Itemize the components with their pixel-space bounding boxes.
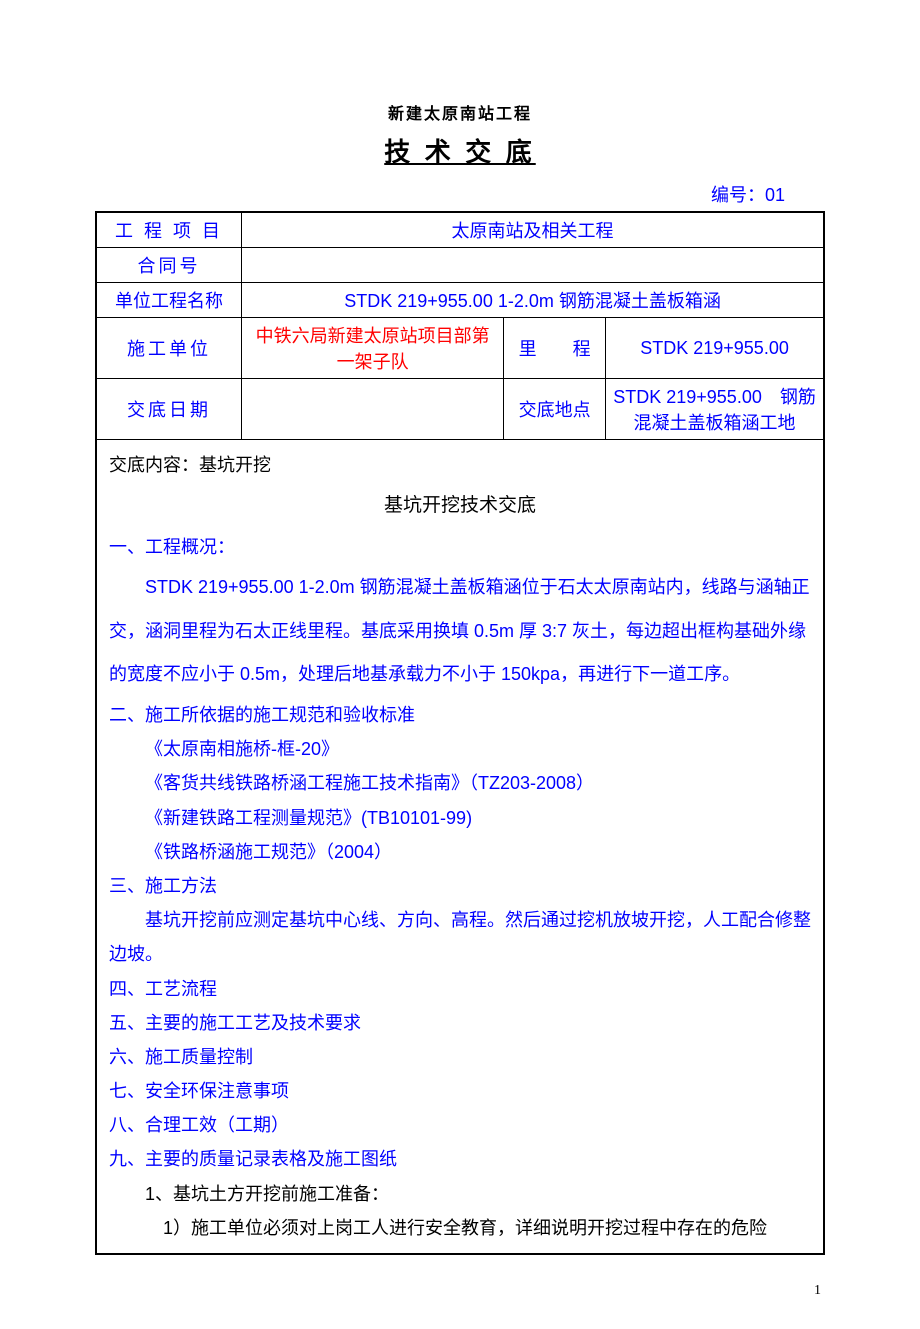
label-location: 交底地点 (504, 379, 606, 440)
section-3-title: 三、施工方法 (109, 869, 811, 903)
value-construction-unit: 中铁六局新建太原站项目部第一架子队 (242, 318, 504, 379)
section-9-title: 九、主要的质量记录表格及施工图纸 (109, 1142, 811, 1176)
info-table: 工 程 项 目 太原南站及相关工程 合同号 单位工程名称 STDK 219+95… (95, 211, 825, 1255)
document-title: 技 术 交 底 (95, 132, 825, 169)
value-project: 太原南站及相关工程 (242, 212, 824, 248)
value-mileage: STDK 219+955.00 (606, 318, 824, 379)
table-row: 交底日期 交底地点 STDK 219+955.00 钢筋混凝土盖板箱涵工地 (96, 379, 824, 440)
value-date (242, 379, 504, 440)
table-row: 施工单位 中铁六局新建太原站项目部第一架子队 里 程 STDK 219+955.… (96, 318, 824, 379)
content-topic: 交底内容：基坑开挖 (109, 448, 811, 482)
section-7-title: 七、安全环保注意事项 (109, 1074, 811, 1108)
section-1-title: 一、工程概况： (109, 530, 811, 564)
value-unit-project: STDK 219+955.00 1-2.0m 钢筋混凝土盖板箱涵 (242, 283, 824, 318)
section-2-item-1: 《太原南相施桥-框-20》 (109, 732, 811, 766)
section-6-title: 六、施工质量控制 (109, 1040, 811, 1074)
page-number: 1 (95, 1283, 825, 1299)
value-location: STDK 219+955.00 钢筋混凝土盖板箱涵工地 (606, 379, 824, 440)
section-5-title: 五、主要的施工工艺及技术要求 (109, 1006, 811, 1040)
section-8-title: 八、合理工效（工期） (109, 1108, 811, 1142)
label-construction-unit: 施工单位 (96, 318, 242, 379)
document-number: 编号：01 (95, 181, 825, 207)
label-contract: 合同号 (96, 248, 242, 283)
label-unit-project: 单位工程名称 (96, 283, 242, 318)
table-row-content: 交底内容：基坑开挖 基坑开挖技术交底 一、工程概况： STDK 219+955.… (96, 440, 824, 1255)
value-contract (242, 248, 824, 283)
section-2-item-2: 《客货共线铁路桥涵工程施工技术指南》（TZ203-2008） (109, 766, 811, 800)
section-9-sub1: 1、基坑土方开挖前施工准备： (109, 1177, 811, 1211)
section-4-title: 四、工艺流程 (109, 972, 811, 1006)
content-body: 交底内容：基坑开挖 基坑开挖技术交底 一、工程概况： STDK 219+955.… (96, 440, 824, 1255)
section-9-sub1-1: 1）施工单位必须对上岗工人进行安全教育，详细说明开挖过程中存在的危险 (109, 1211, 811, 1245)
table-row: 工 程 项 目 太原南站及相关工程 (96, 212, 824, 248)
project-header-small: 新建太原南站工程 (95, 100, 825, 124)
table-row: 合同号 (96, 248, 824, 283)
label-project: 工 程 项 目 (96, 212, 242, 248)
label-mileage: 里 程 (504, 318, 606, 379)
table-row: 单位工程名称 STDK 219+955.00 1-2.0m 钢筋混凝土盖板箱涵 (96, 283, 824, 318)
content-subtitle: 基坑开挖技术交底 (109, 488, 811, 524)
section-2-item-4: 《铁路桥涵施工规范》（2004） (109, 835, 811, 869)
section-1-para: STDK 219+955.00 1-2.0m 钢筋混凝土盖板箱涵位于石太太原南站… (109, 566, 811, 696)
section-3-para: 基坑开挖前应测定基坑中心线、方向、高程。然后通过挖机放坡开挖，人工配合修整边坡。 (109, 903, 811, 971)
section-2-item-3: 《新建铁路工程测量规范》(TB10101-99) (109, 801, 811, 835)
section-2-title: 二、施工所依据的施工规范和验收标准 (109, 698, 811, 732)
label-date: 交底日期 (96, 379, 242, 440)
